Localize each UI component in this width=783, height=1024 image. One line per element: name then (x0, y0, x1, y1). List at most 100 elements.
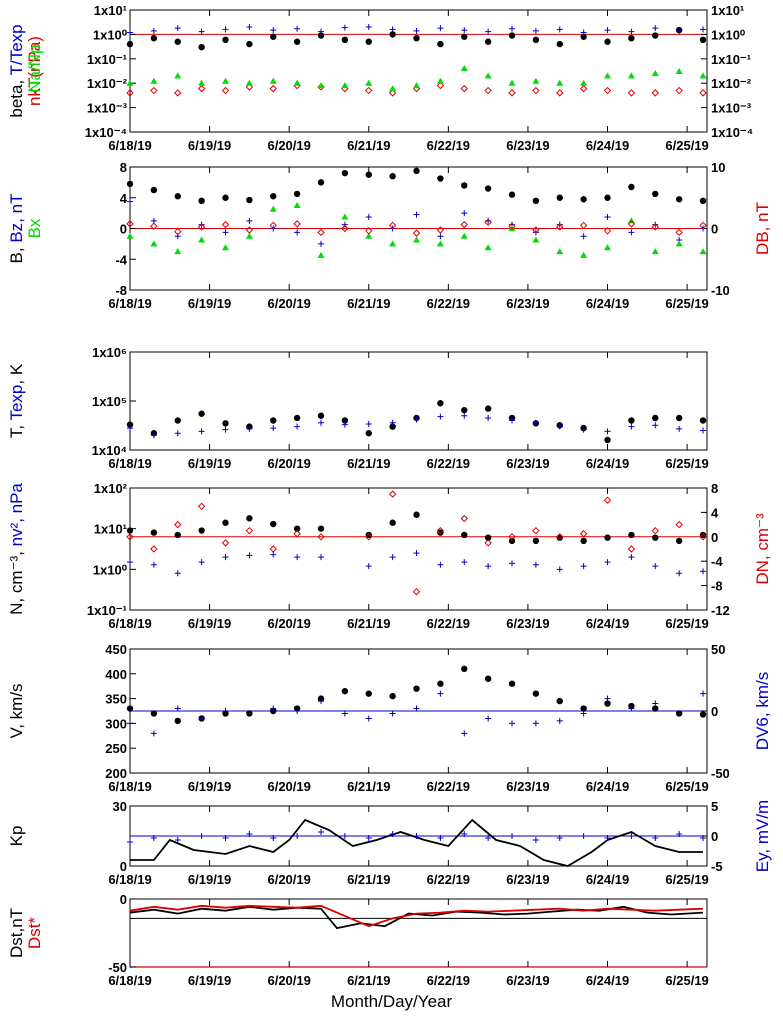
data-point (484, 534, 492, 541)
data-point (580, 710, 587, 717)
data-point (508, 537, 516, 545)
series-kp (130, 818, 703, 867)
data-point (700, 427, 707, 434)
data-point (365, 24, 372, 31)
x-axis-title: Month/Day/Year (330, 992, 453, 1011)
series-line (130, 818, 703, 867)
x-tick-label: 6/23/19 (506, 456, 549, 471)
data-point (246, 40, 253, 48)
data-point (461, 412, 468, 419)
data-point (532, 27, 539, 34)
x-tick-label: 6/19/19 (188, 456, 231, 471)
data-point (532, 226, 540, 234)
y-axis-label-part: Kp (7, 826, 26, 847)
data-point (604, 835, 611, 841)
data-point (604, 72, 612, 79)
data-point (150, 240, 158, 247)
data-point (150, 222, 158, 230)
x-tick-label: 6/24/19 (586, 296, 629, 311)
data-point (509, 560, 516, 567)
data-point (651, 526, 659, 535)
data-point (580, 79, 588, 86)
data-point (699, 89, 707, 97)
y-tick-label: 1x10⁻² (87, 76, 128, 91)
data-point (699, 221, 707, 230)
data-point (389, 240, 397, 247)
x-tick-label: 6/24/19 (586, 138, 629, 153)
data-point (198, 527, 205, 534)
data-point (389, 423, 396, 430)
data-point (413, 167, 420, 175)
data-point (676, 27, 683, 34)
data-point (365, 213, 372, 220)
data-point (604, 194, 611, 201)
data-point (198, 28, 205, 35)
right-axis-label: DB, nT (753, 202, 772, 255)
data-point (652, 705, 659, 712)
data-point (246, 515, 253, 522)
data-point (437, 400, 444, 407)
panel-density: 6/18/19 6/19/19 6/20/19 6/21/19 6/22/19 6/23/… (7, 481, 772, 631)
y-axis-label-part: Dst* (25, 917, 44, 950)
y-tick-label: 30 (113, 799, 127, 814)
plot-frame (129, 9, 708, 133)
data-point (532, 86, 540, 95)
data-point (413, 34, 420, 42)
data-point (652, 32, 659, 39)
data-point (604, 428, 611, 435)
x-tick-label: 6/20/19 (267, 779, 310, 794)
x-tick-label: 6/21/19 (347, 456, 390, 471)
data-point (198, 43, 205, 51)
data-point (628, 229, 635, 236)
data-point (365, 563, 372, 570)
data-point (700, 690, 707, 697)
x-tick-label: 6/25/19 (665, 138, 708, 153)
data-point (126, 527, 134, 534)
data-point (652, 563, 659, 570)
data-point (317, 251, 325, 258)
data-point (461, 33, 468, 40)
data-point (365, 531, 372, 539)
data-point (174, 38, 181, 45)
x-tick-label: 6/22/19 (427, 616, 470, 631)
data-point (198, 79, 206, 86)
y-axis-label-part: nv², nPa (7, 483, 26, 547)
plot-frame (129, 487, 708, 611)
data-point (174, 837, 181, 843)
y-tick-label: -4 (115, 252, 127, 267)
data-point (651, 223, 659, 231)
data-point (198, 410, 205, 417)
data-point (580, 196, 587, 203)
data-point (437, 175, 444, 182)
x-tick-label: 6/24/19 (586, 973, 629, 988)
y-tick-label-right: 0 (711, 222, 718, 237)
y-tick-label: 250 (105, 741, 127, 756)
data-point (580, 29, 587, 36)
y-tick-label: 8 (120, 160, 127, 175)
data-point (484, 405, 492, 412)
data-point (389, 554, 396, 561)
data-point (174, 248, 182, 255)
data-point (580, 537, 587, 545)
data-point (580, 563, 587, 570)
data-point (437, 25, 444, 32)
data-point (150, 529, 158, 536)
data-point (150, 730, 157, 737)
data-point (317, 32, 325, 39)
data-point (198, 715, 205, 722)
data-point (485, 715, 492, 722)
data-point (388, 490, 397, 498)
y-tick-label: 1x10⁴ (92, 443, 127, 458)
x-tick-label: 6/22/19 (427, 456, 470, 471)
data-point (294, 708, 301, 714)
data-point (126, 533, 134, 541)
panel-dst: 6/18/19 6/19/19 6/20/19 6/21/19 6/22/19 6/23/… (7, 892, 709, 988)
data-point (556, 566, 563, 573)
data-point (461, 182, 468, 189)
y-tick-label-right: -5 (711, 859, 723, 874)
data-point (460, 232, 468, 239)
data-point (627, 89, 636, 97)
y-tick-label: 450 (105, 642, 127, 657)
data-point (532, 690, 540, 697)
y-tick-label-right: 50 (711, 642, 725, 657)
